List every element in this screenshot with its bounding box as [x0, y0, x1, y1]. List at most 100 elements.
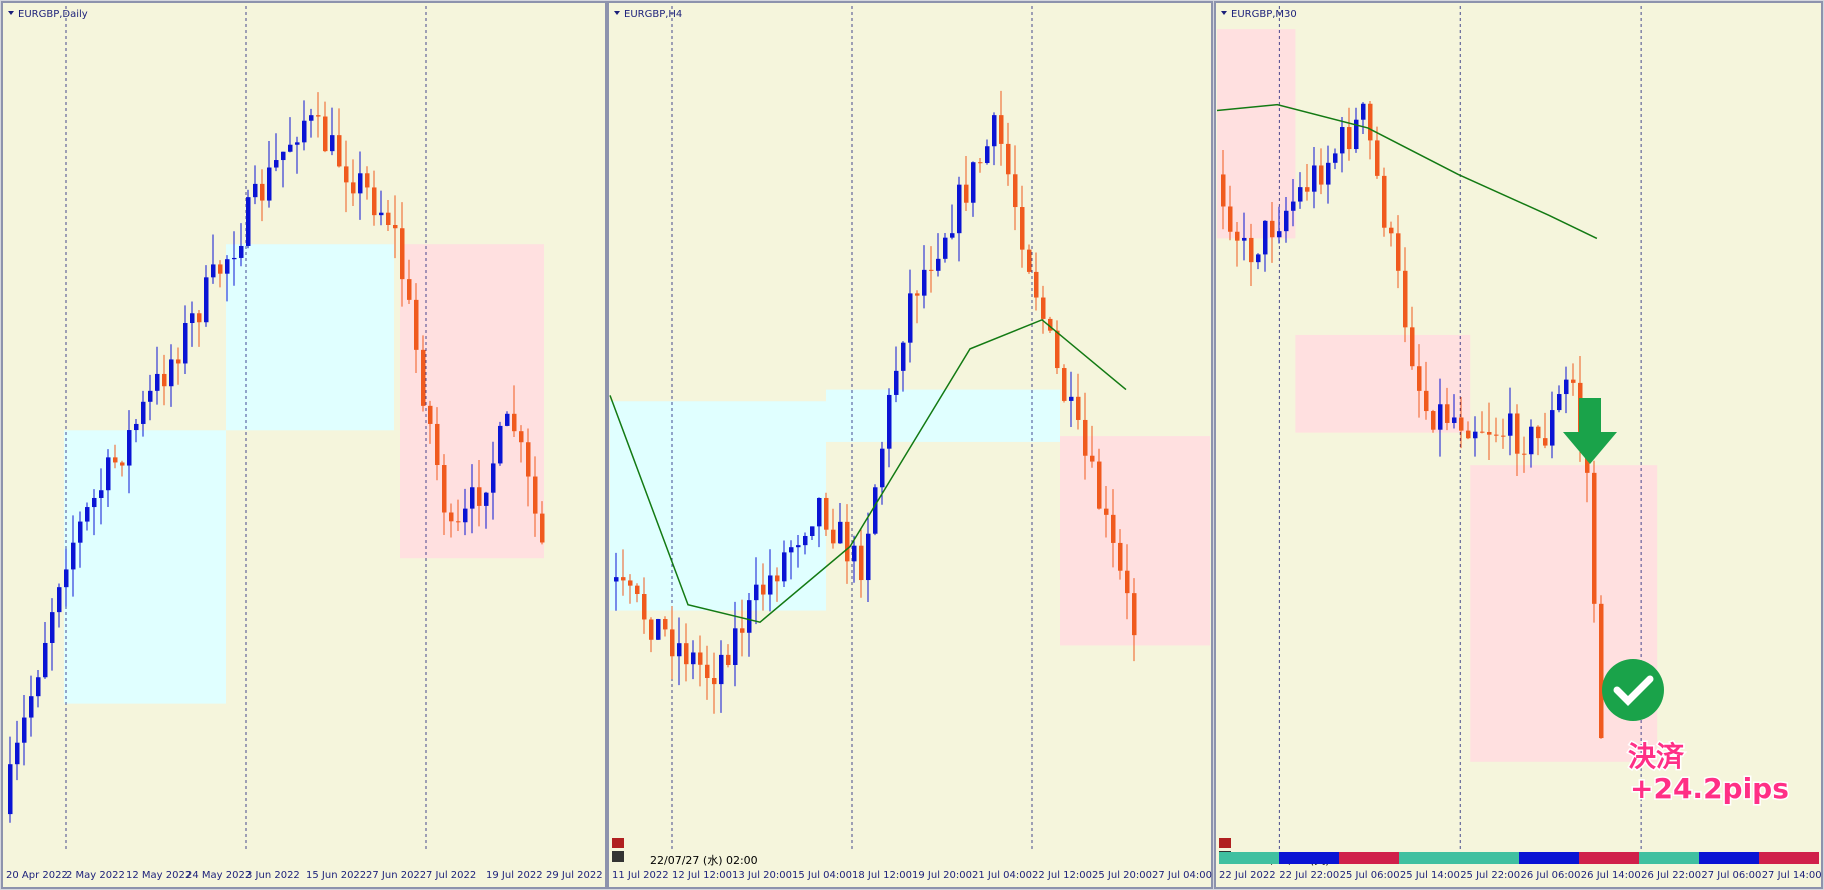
- candle-body: [1557, 394, 1562, 411]
- candle-body: [64, 569, 69, 588]
- candle-body: [57, 587, 62, 613]
- candle-body: [1368, 103, 1373, 141]
- candle-body: [726, 654, 731, 665]
- candle-body: [1263, 220, 1268, 255]
- candle-body: [1298, 187, 1303, 202]
- candle-body: [1459, 417, 1464, 431]
- candle-body: [36, 677, 41, 697]
- candle-body: [463, 508, 468, 523]
- candle-body: [1480, 431, 1485, 433]
- candle-body: [169, 359, 174, 387]
- candle-body: [978, 162, 983, 164]
- candle-body: [176, 359, 181, 364]
- candle-body: [656, 619, 661, 640]
- candle-body: [866, 533, 871, 581]
- zone-box: [64, 430, 226, 704]
- candle-body: [782, 552, 787, 582]
- moving-average: [609, 318, 1127, 624]
- panel-icon: [1219, 838, 1231, 848]
- candle-body: [747, 600, 752, 633]
- candle-body: [859, 545, 864, 581]
- candle-body: [141, 401, 146, 424]
- candle-body: [1048, 318, 1053, 331]
- candle-body: [211, 264, 216, 278]
- candle-body: [435, 423, 440, 466]
- sell-arrow: [1563, 398, 1617, 464]
- candle-body: [999, 115, 1004, 144]
- candle-body: [775, 575, 780, 582]
- candle-body: [1132, 593, 1137, 636]
- candle-body: [491, 463, 496, 493]
- candle-body: [162, 373, 167, 387]
- zone-box: [226, 244, 394, 431]
- candle-body: [1592, 472, 1597, 604]
- candle-body: [239, 245, 244, 258]
- candle-body: [901, 342, 906, 371]
- candle-body: [1326, 162, 1331, 185]
- candle-body: [642, 594, 647, 620]
- candle-body: [498, 425, 503, 464]
- candle-body: [71, 542, 76, 570]
- candle-body: [246, 197, 251, 246]
- candle-body: [1340, 127, 1345, 154]
- candle-body: [1333, 153, 1338, 163]
- candle-body: [1027, 249, 1032, 272]
- candle-body: [288, 144, 293, 152]
- candle-body: [526, 442, 531, 477]
- candle-body: [1090, 455, 1095, 462]
- candle-body: [309, 115, 314, 121]
- candle-body: [705, 664, 710, 679]
- candle-body: [1006, 143, 1011, 175]
- candle-body: [344, 166, 349, 183]
- candle-body: [845, 521, 850, 562]
- candle-body: [873, 487, 878, 534]
- candle-body: [761, 584, 766, 595]
- title-arrow: [8, 11, 14, 15]
- candle-body: [768, 575, 773, 595]
- candle-body: [106, 457, 111, 491]
- candle-body: [1410, 327, 1415, 367]
- candle-body: [120, 462, 125, 466]
- indicator-bar: [1219, 852, 1279, 864]
- moving-average: [1216, 103, 1598, 240]
- candle-body: [810, 526, 815, 536]
- candle-body: [796, 545, 801, 548]
- candle-body: [838, 521, 843, 544]
- x-axis-label: 25 Jul 14:00: [1400, 870, 1460, 881]
- candle-body: [1487, 432, 1492, 435]
- x-axis-label: 15 Jul 04:00: [792, 870, 852, 881]
- candle-body: [1319, 165, 1324, 185]
- indicator-bar: [1279, 852, 1339, 864]
- candle-body: [43, 642, 48, 678]
- candle-body: [1069, 396, 1074, 401]
- x-axis-label: 25 Jul 22:00: [1460, 870, 1520, 881]
- check-mark: [1613, 675, 1654, 706]
- candle-body: [1291, 201, 1296, 211]
- candle-body: [943, 237, 948, 259]
- candle-body: [1536, 426, 1541, 439]
- indicator-bar: [1759, 852, 1819, 864]
- candle-body: [803, 535, 808, 546]
- candle-body: [1571, 379, 1576, 383]
- candle-body: [225, 259, 230, 274]
- chart-panel: 11 Jul 2022 12 Jul 12:00 13 Jul 20:00 15 Ju…: [607, 1, 1213, 889]
- timestamp: 22/07/27 (水) 02:00: [650, 854, 758, 867]
- candle-body: [365, 173, 370, 188]
- candle-body: [260, 183, 265, 201]
- candle-body: [197, 313, 202, 323]
- zone-box: [610, 401, 826, 611]
- candle-body: [628, 580, 633, 586]
- x-axis-label: 15 Jun 2022: [306, 870, 366, 881]
- x-axis-label: 12 Jul 12:00: [672, 870, 732, 881]
- candle-body: [337, 135, 342, 167]
- candle-body: [519, 431, 524, 443]
- x-axis-label: 19 Jul 2022: [486, 870, 543, 881]
- candle-body: [831, 529, 836, 544]
- candle-body: [407, 279, 412, 300]
- candle-body: [29, 696, 34, 718]
- x-axis-label: 20 Apr 2022: [6, 870, 68, 881]
- candle-body: [936, 258, 941, 271]
- candle-body: [1515, 413, 1520, 454]
- x-axis-label: 26 Jul 14:00: [1581, 870, 1641, 881]
- candle-body: [1228, 206, 1233, 232]
